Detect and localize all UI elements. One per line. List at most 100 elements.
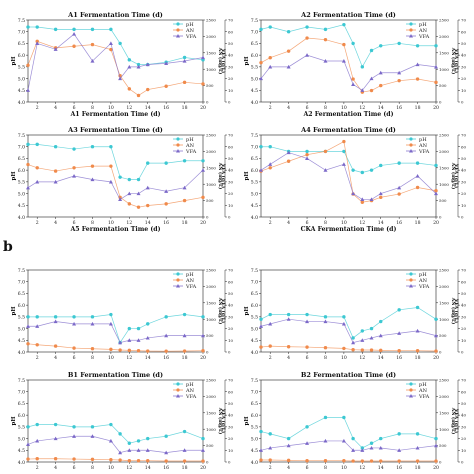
data-point-an — [342, 42, 346, 47]
x-tick-label: 16 — [163, 355, 169, 361]
ph-tick-label: 5.0 — [18, 191, 25, 197]
data-point-vfa — [378, 70, 383, 75]
vfa-tick-label: 20 — [228, 191, 233, 196]
legend-label-vfa: VFA — [185, 284, 197, 290]
data-point-an — [434, 80, 438, 85]
data-point-vfa — [145, 448, 150, 452]
vfa-tick-label: 30 — [461, 64, 466, 69]
x-tick-label: 4 — [54, 220, 57, 226]
vfa-tick-label: 40 — [228, 413, 233, 418]
series-line-vfa — [260, 318, 437, 344]
x-tick-label: 14 — [378, 105, 384, 111]
x-tick-label: 6 — [73, 220, 76, 226]
data-point-ph — [118, 432, 122, 436]
plot-frame — [260, 379, 437, 463]
data-point-an — [72, 346, 76, 350]
data-point-vfa — [434, 191, 438, 196]
data-point-ph — [360, 65, 365, 69]
x-tick-label: 14 — [378, 355, 384, 361]
data-point-ph — [259, 429, 263, 434]
vfa-tick-label: 60 — [461, 29, 466, 34]
data-point-ph — [259, 27, 263, 32]
an-tick-label: 0 — [206, 460, 209, 465]
data-point-ph — [35, 142, 39, 147]
x-tick-label: 8 — [91, 220, 94, 226]
data-point-an — [201, 348, 205, 353]
x-tick-label: 18 — [415, 465, 421, 471]
legend-marker-vfa — [409, 284, 413, 288]
x-tick-label: 8 — [91, 465, 94, 471]
data-point-vfa — [201, 168, 205, 172]
x-axis-label: A2 Fermentation Time (d) — [302, 111, 393, 118]
x-tick-label: 2 — [269, 105, 272, 111]
x-tick-label: 16 — [396, 355, 402, 361]
vfa-tick-label: 60 — [228, 29, 233, 34]
data-point-an — [146, 349, 150, 353]
x-tick-label: 4 — [54, 465, 57, 471]
vfa-tick-label: 20 — [228, 436, 233, 441]
data-point-vfa — [35, 438, 40, 443]
an-axis-label: AN (mg/L) — [450, 162, 457, 190]
data-point-ph — [109, 27, 113, 32]
data-point-vfa — [305, 53, 310, 57]
x-tick-label: 20 — [200, 105, 206, 111]
an-axis-label: AN (mg/L) — [450, 407, 457, 435]
data-point-ph — [127, 58, 132, 62]
ph-tick-label: 5.5 — [18, 315, 25, 321]
data-point-an — [53, 169, 58, 173]
ph-tick-label: 4.0 — [18, 100, 25, 106]
x-tick-label: 20 — [433, 465, 439, 471]
ph-tick-label: 7.0 — [251, 390, 258, 396]
legend-label-vfa: VFA — [185, 34, 197, 40]
series-line-an — [27, 40, 204, 96]
an-tick-label: 500 — [206, 333, 214, 338]
data-point-ph — [342, 315, 346, 319]
data-point-vfa — [434, 64, 438, 69]
data-point-vfa — [53, 47, 58, 51]
data-point-an — [268, 56, 272, 60]
data-point-vfa — [145, 62, 150, 67]
x-tick-label: 18 — [182, 105, 188, 111]
series-line-an — [27, 343, 204, 352]
vfa-tick-label: 10 — [228, 448, 233, 453]
data-point-ph — [305, 312, 309, 317]
legend-label-an: AN — [418, 278, 428, 284]
data-point-ph — [351, 168, 355, 172]
data-point-vfa — [268, 64, 273, 69]
ph-tick-label: 5.0 — [251, 326, 258, 332]
ph-tick-label: 7.5 — [18, 18, 25, 24]
vfa-tick-label: 60 — [461, 389, 466, 394]
vfa-tick-label: 70 — [461, 268, 466, 273]
data-point-ph — [351, 436, 355, 441]
vfa-tick-label: 10 — [461, 203, 466, 208]
data-point-ph — [109, 422, 113, 427]
vfa-axis-label: VFA (g/L) — [220, 408, 227, 433]
legend-marker-vfa — [176, 394, 180, 398]
ph-tick-label: 7.0 — [18, 145, 25, 151]
ph-axis-label: pH — [244, 416, 250, 425]
series-line-ph — [28, 144, 203, 180]
ph-tick-label: 4.0 — [251, 460, 258, 466]
an-tick-label: 0 — [206, 350, 209, 355]
vfa-tick-label: 30 — [461, 314, 466, 319]
an-axis-label: AN (mg/L) — [217, 407, 224, 435]
vfa-tick-label: 70 — [228, 18, 233, 23]
ph-tick-label: 4.5 — [251, 448, 258, 454]
data-point-vfa — [268, 321, 273, 326]
data-point-an — [72, 44, 76, 48]
ph-tick-label: 7.0 — [251, 30, 258, 36]
data-point-an — [35, 457, 39, 461]
data-point-vfa — [323, 168, 328, 172]
data-point-ph — [72, 425, 76, 429]
data-point-ph — [415, 305, 420, 310]
data-point-an — [286, 49, 291, 53]
plot-frame — [27, 379, 204, 463]
data-point-vfa — [323, 59, 328, 63]
data-point-ph — [72, 147, 76, 151]
ph-tick-label: 7.5 — [18, 378, 25, 384]
data-point-ph — [379, 44, 383, 48]
data-point-an — [136, 205, 141, 209]
ph-tick-label: 6.0 — [18, 168, 25, 174]
data-point-an — [286, 458, 291, 463]
data-point-ph — [127, 326, 132, 331]
